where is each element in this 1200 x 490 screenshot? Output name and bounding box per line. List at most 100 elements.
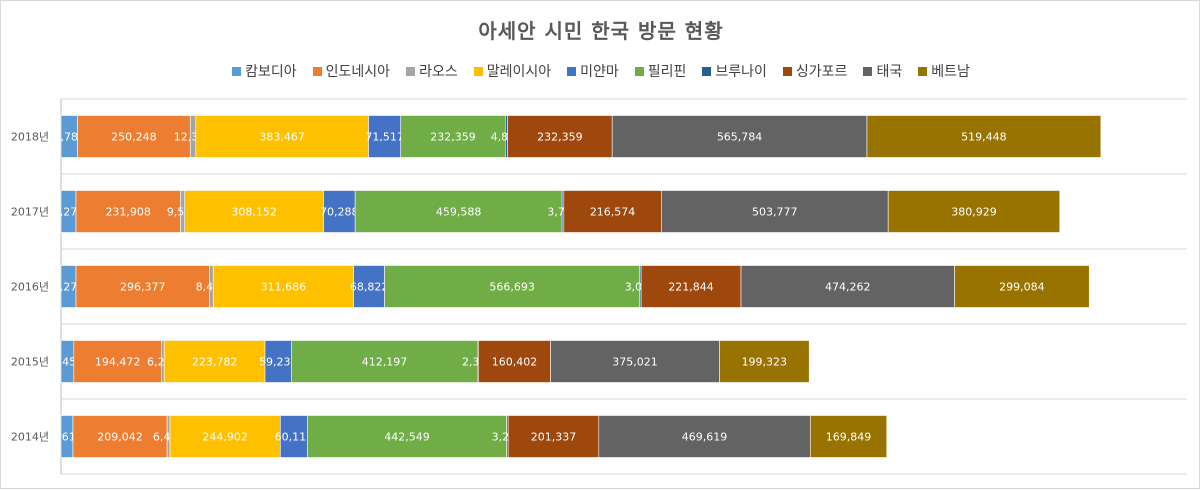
data-label: 232,359: [537, 131, 583, 144]
legend-item: 싱가포르: [782, 61, 848, 81]
data-label: 566,693: [489, 281, 535, 294]
legend-label: 브루나이: [715, 64, 767, 80]
legend-swatch: [918, 66, 928, 76]
legend-swatch: [312, 66, 322, 76]
bar-segment: [866, 115, 1102, 158]
data-label: 209,042: [97, 431, 143, 444]
chart-legend: 캄보디아 인도네시아 라오스 말레이시아 미얀마 필리핀 브루나이 싱가포르 태국 베트남: [1, 61, 1200, 81]
legend-label: 미얀마: [580, 64, 619, 80]
legend-swatch: [473, 66, 483, 76]
data-label: 244,902: [202, 431, 248, 444]
bar-segment: [307, 415, 507, 458]
bar-segment: [75, 265, 210, 308]
y-tick-label: 2018년: [11, 131, 49, 144]
data-label: 383,467: [259, 131, 305, 144]
data-label: 469,619: [682, 431, 728, 444]
data-label: 250,248: [111, 131, 157, 144]
data-label: 474,262: [825, 281, 871, 294]
bar-segment: [353, 265, 385, 308]
bar-segment: [887, 190, 1061, 233]
data-label: 565,784: [717, 131, 763, 144]
bar-segment: [507, 115, 613, 158]
bar-segment: [611, 115, 868, 158]
data-label: 70,288: [320, 206, 359, 219]
legend-item: 필리핀: [634, 61, 687, 81]
legend-item: 캄보디아: [232, 61, 297, 81]
data-label: 519,448: [961, 131, 1007, 144]
data-label: 442,549: [384, 431, 430, 444]
data-label: 459,588: [436, 206, 482, 219]
bar-segment: [809, 415, 888, 458]
bar-segment: [640, 265, 742, 308]
y-tick-label: 2014년: [11, 431, 49, 444]
data-label: 60,112: [275, 431, 314, 444]
data-label: 160,402: [492, 356, 538, 369]
data-label: 375,021: [612, 356, 658, 369]
bar-segment: [264, 340, 292, 383]
data-label: 199,323: [742, 356, 788, 369]
data-label: 201,337: [531, 431, 577, 444]
data-label: 223,782: [192, 356, 238, 369]
legend-swatch: [863, 66, 873, 76]
data-label: 221,844: [668, 281, 714, 294]
data-label: 216,574: [590, 206, 636, 219]
data-label: 71,517: [365, 131, 404, 144]
data-label: 169,849: [826, 431, 872, 444]
y-tick-label: 2016년: [11, 281, 49, 294]
y-tick-label: 2015년: [11, 356, 49, 369]
data-label: 311,686: [261, 281, 307, 294]
data-label: 232,359: [430, 131, 476, 144]
data-label: 299,084: [999, 281, 1045, 294]
legend-item: 말레이시아: [473, 61, 552, 81]
data-label: 296,377: [120, 281, 166, 294]
y-tick-label: 2017년: [11, 206, 49, 219]
legend-swatch: [702, 66, 712, 76]
legend-swatch: [567, 66, 577, 76]
legend-item: 베트남: [918, 61, 970, 81]
bar-segment: [280, 415, 308, 458]
bar-segment: [740, 265, 955, 308]
legend-label: 캄보디아: [245, 64, 297, 80]
bar-segment: [563, 190, 662, 233]
bar-segment: [77, 115, 191, 158]
legend-label: 태국: [876, 64, 903, 80]
legend-label: 말레이시아: [486, 64, 552, 80]
legend-item: 태국: [863, 61, 902, 81]
bar-segment: [719, 340, 810, 383]
legend-label: 인도네시아: [325, 64, 391, 80]
bar-segment: [507, 415, 600, 458]
bar-segment: [354, 190, 563, 233]
bar-segment: [550, 340, 720, 383]
legend-swatch: [634, 66, 644, 76]
bar-segment: [478, 340, 551, 383]
bar-segment: [400, 115, 506, 158]
bar-segment: [661, 190, 889, 233]
legend-item: 라오스: [406, 61, 458, 81]
data-label: 194,472: [95, 356, 141, 369]
data-label: 6,780: [54, 131, 86, 144]
legend-swatch: [232, 66, 242, 76]
legend-label: 싱가포르: [795, 64, 848, 80]
data-label: 503,777: [752, 206, 798, 219]
legend-swatch: [782, 66, 792, 76]
bar-segment: [598, 415, 811, 458]
bar-segment: [368, 115, 402, 158]
data-label: 59,237: [259, 356, 298, 369]
bar-segment: [954, 265, 1090, 308]
legend-swatch: [406, 66, 416, 76]
data-label: 380,929: [951, 206, 997, 219]
data-label: 308,152: [231, 206, 277, 219]
legend-item: 미얀마: [567, 61, 619, 81]
legend-item: 브루나이: [702, 61, 767, 81]
data-label: 231,908: [105, 206, 151, 219]
legend-item: 인도네시아: [312, 61, 391, 81]
data-label: 68,822: [350, 281, 389, 294]
data-label: 412,197: [362, 356, 408, 369]
legend-label: 라오스: [419, 64, 458, 80]
bar-segment: [195, 115, 369, 158]
chart-title: 아세안 시민 한국 방문 현황: [478, 19, 724, 43]
legend-label: 필리핀: [647, 64, 687, 80]
legend-label: 베트남: [931, 64, 970, 80]
